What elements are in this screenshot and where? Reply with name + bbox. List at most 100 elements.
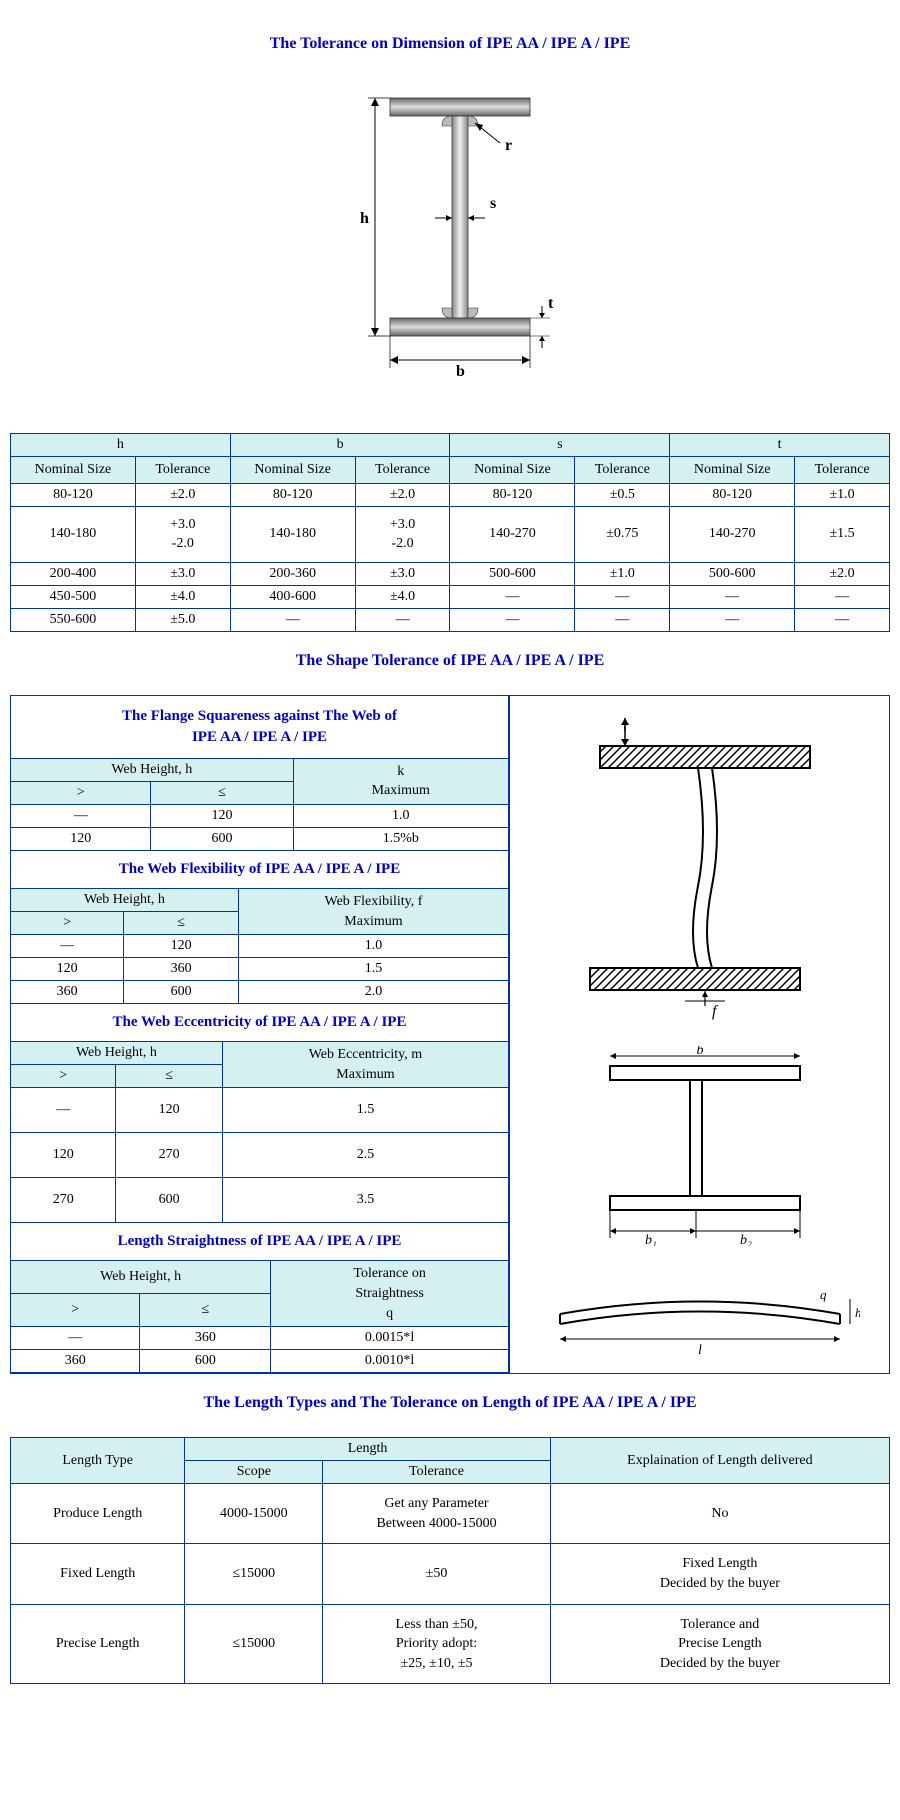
table-cell: ±2.0 <box>135 483 230 506</box>
table-cell: 0.0010*l <box>271 1350 509 1373</box>
table-cell: 200-400 <box>11 562 136 585</box>
table-cell: 120 <box>151 804 293 827</box>
sub-nom: Nominal Size <box>450 457 575 484</box>
ecc-title: The Web Eccentricity of IPE AA / IPE A /… <box>11 1004 509 1042</box>
shape-tolerance-container: The Flange Squareness against The Web of… <box>10 695 890 1374</box>
col-length: Length <box>185 1438 550 1461</box>
table-cell: 140-270 <box>450 506 575 562</box>
svg-text:f: f <box>712 1003 719 1020</box>
label-h: h <box>360 210 369 227</box>
gt: > <box>11 912 124 935</box>
sub-tol: Tolerance <box>575 457 670 484</box>
col-m: Web Eccentricity, mMaximum <box>222 1042 508 1088</box>
sub-tol: Tolerance <box>135 457 230 484</box>
sub-tol: Tolerance <box>795 457 890 484</box>
table-cell: +3.0-2.0 <box>135 506 230 562</box>
table-cell: Produce Length <box>11 1484 185 1544</box>
svg-text:h: h <box>855 1305 860 1320</box>
table-cell: — <box>670 608 795 631</box>
table-cell: 120 <box>124 935 239 958</box>
table-cell: 80-120 <box>11 483 136 506</box>
table-cell: No <box>550 1484 889 1544</box>
table-cell: ≤15000 <box>185 1544 323 1604</box>
length-types-table: Length Type Length Explaination of Lengt… <box>10 1437 890 1684</box>
table-cell: — <box>11 1327 140 1350</box>
table-cell: ±0.5 <box>575 483 670 506</box>
table-cell: Fixed Length <box>11 1544 185 1604</box>
table-cell: ±4.0 <box>355 585 450 608</box>
flange-flex-diagram: f <box>510 696 889 1036</box>
label-t: t <box>548 295 554 312</box>
table-cell: Fixed LengthDecided by the buyer <box>550 1544 889 1604</box>
sub-nom: Nominal Size <box>230 457 355 484</box>
table-cell: 120 <box>116 1088 222 1133</box>
gt: > <box>11 1065 116 1088</box>
svg-text:l: l <box>698 1343 702 1358</box>
table-cell: 1.0 <box>238 935 508 958</box>
ibeam-svg: h b s t r <box>330 78 570 388</box>
table-cell: 600 <box>151 827 293 850</box>
table-cell: 120 <box>11 958 124 981</box>
flex-title: The Web Flexibility of IPE AA / IPE A / … <box>11 851 509 889</box>
label-s: s <box>490 195 496 212</box>
gt: > <box>11 781 151 804</box>
table-cell: ±1.0 <box>795 483 890 506</box>
col-k: kMaximum <box>293 758 508 804</box>
table-cell: 140-180 <box>230 506 355 562</box>
straightness-diagram: l q h <box>510 1256 889 1373</box>
table-cell: 550-600 <box>11 608 136 631</box>
table-cell: 80-120 <box>450 483 575 506</box>
table-cell: — <box>575 608 670 631</box>
table-cell: Tolerance andPrecise LengthDecided by th… <box>550 1604 889 1684</box>
table-cell: 2.0 <box>238 981 508 1004</box>
col-q: Tolerance onStraightnessq <box>271 1261 509 1327</box>
col-h: h <box>11 434 231 457</box>
sub-tol: Tolerance <box>355 457 450 484</box>
svg-text:b: b <box>696 1046 703 1058</box>
table-cell: ±50 <box>323 1544 551 1604</box>
table-cell: 400-600 <box>230 585 355 608</box>
table-cell: 360 <box>11 981 124 1004</box>
table-cell: 600 <box>140 1350 271 1373</box>
table-cell: ±4.0 <box>135 585 230 608</box>
table-cell: 140-180 <box>11 506 136 562</box>
col-webheight: Web Height, h <box>11 1261 271 1294</box>
le: ≤ <box>116 1065 222 1088</box>
table-cell: 270 <box>11 1178 116 1223</box>
le: ≤ <box>151 781 293 804</box>
svg-text:b₂: b₂ <box>740 1233 752 1246</box>
table-cell: — <box>11 1088 116 1133</box>
flange-squareness-table: The Flange Squareness against The Web of… <box>11 696 509 851</box>
table-cell: 1.5%b <box>293 827 508 850</box>
table-cell: 0.0015*l <box>271 1327 509 1350</box>
col-webheight: Web Height, h <box>11 1042 222 1065</box>
table-cell: 140-270 <box>670 506 795 562</box>
table-cell: 3.5 <box>222 1178 508 1223</box>
le: ≤ <box>140 1294 271 1327</box>
table-cell: ≤15000 <box>185 1604 323 1684</box>
col-f: Web Flexibility, fMaximum <box>238 888 508 934</box>
table-cell: 500-600 <box>670 562 795 585</box>
table-cell: 1.0 <box>293 804 508 827</box>
table-cell: — <box>795 608 890 631</box>
table-cell: 360 <box>11 1350 140 1373</box>
sub-nom: Nominal Size <box>670 457 795 484</box>
svg-text:q: q <box>820 1287 827 1302</box>
sub-nom: Nominal Size <box>11 457 136 484</box>
table-cell: 360 <box>124 958 239 981</box>
length-straightness-table: Length Straightness of IPE AA / IPE A / … <box>11 1223 509 1373</box>
table-cell: 1.5 <box>238 958 508 981</box>
gt: > <box>11 1294 140 1327</box>
web-flexibility-table: The Web Flexibility of IPE AA / IPE A / … <box>11 851 509 1004</box>
table-cell: 120 <box>11 1133 116 1178</box>
title-shape-tolerance: The Shape Tolerance of IPE AA / IPE A / … <box>10 652 890 670</box>
eccentricity-diagram: b b₁ b₂ <box>510 1036 889 1256</box>
table-cell: — <box>11 935 124 958</box>
col-tolerance: Tolerance <box>323 1461 551 1484</box>
ibeam-diagram: h b s t r <box>10 78 890 393</box>
table-cell: ±2.0 <box>355 483 450 506</box>
table-cell: 500-600 <box>450 562 575 585</box>
table-cell: 600 <box>116 1178 222 1223</box>
label-r: r <box>505 137 512 154</box>
table-cell: ±1.0 <box>575 562 670 585</box>
